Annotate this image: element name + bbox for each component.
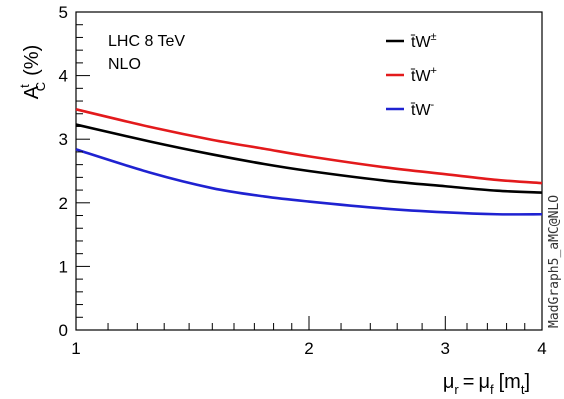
series-line-0 (75, 123, 543, 194)
x-tick-label: 3 (441, 339, 450, 358)
watermark: MadGraph5_aMC@NLO (547, 195, 562, 328)
annotation-order: NLO (108, 56, 141, 73)
y-tick-label: 4 (59, 67, 68, 86)
legend-label-ttw-minus: t̄W- (410, 99, 435, 119)
y-tick-label: 1 (59, 257, 68, 276)
x-tick-label: 4 (537, 339, 546, 358)
series-layer (75, 108, 543, 216)
legend-label-ttw-pm: t̄W± (410, 31, 437, 51)
x-tick-label: 1 (71, 339, 80, 358)
y-tick-label: 5 (59, 3, 68, 22)
y-tick-label: 3 (59, 130, 68, 149)
y-tick-label: 0 (59, 321, 68, 340)
series-line-2 (75, 148, 543, 216)
x-tick-label: 2 (304, 339, 313, 358)
legend-label-ttw-plus: t̄W+ (410, 65, 437, 85)
y-axis-label: AtC(%) (17, 45, 48, 99)
series-line-1 (75, 108, 543, 185)
annotation-energy: LHC 8 TeV (108, 33, 185, 50)
legend: t̄W± t̄W+ t̄W- (386, 31, 437, 119)
x-axis-label: μr = μf [mt] (443, 371, 530, 397)
y-tick-label: 2 (59, 194, 68, 213)
